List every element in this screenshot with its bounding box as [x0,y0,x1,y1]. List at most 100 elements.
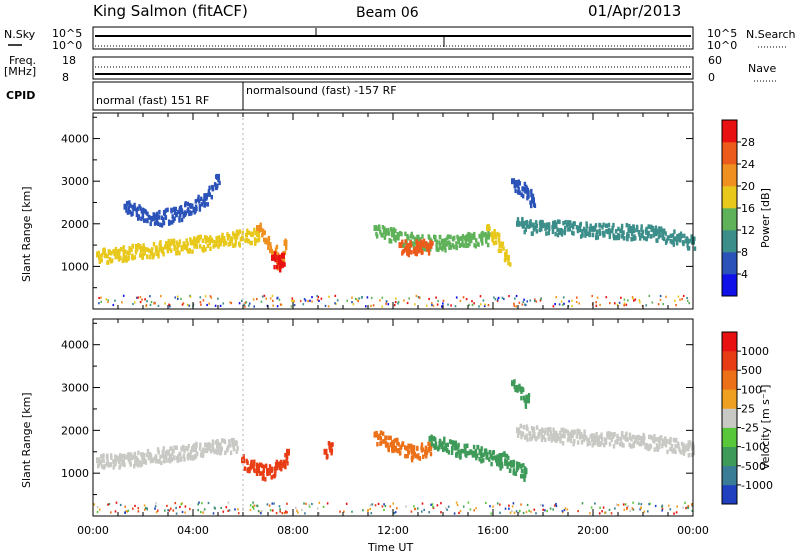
data-cell [585,221,588,226]
data-cell [196,451,199,456]
data-cell [604,437,607,443]
data-cell [189,455,192,461]
noise-cell [421,502,424,505]
data-cell [496,461,499,467]
data-cell [543,430,547,435]
data-cell [471,233,475,239]
data-cell [280,459,283,465]
data-cell [678,447,681,452]
noise-cell [357,300,359,303]
data-cell [388,238,391,243]
data-cell [146,247,150,253]
data-cell [218,242,221,247]
data-cell [208,238,211,243]
data-cell [404,231,407,237]
noise-cell [571,304,573,308]
data-cell [396,440,399,446]
noise-cell [638,502,640,505]
noise-cell [389,505,392,508]
data-cell [175,211,178,217]
data-cell [524,435,527,440]
cpid-segment-label: normal (fast) 151 RF [96,94,209,107]
data-cell [516,217,520,222]
data-cell [392,445,396,450]
data-cell [656,238,659,243]
data-cell [206,442,209,448]
noise-cell [308,504,310,507]
data-cell [198,199,201,204]
data-cell [496,231,499,237]
data-cell [404,239,407,244]
data-cell [530,203,533,209]
data-cell [628,432,632,437]
data-cell [418,248,422,253]
data-point [216,236,220,243]
data-cell [162,210,166,215]
noise-cell [566,508,569,511]
data-cell [538,227,541,233]
data-cell [480,459,483,464]
noise-cell [199,296,202,299]
data-point [486,233,490,240]
noise-cell [167,509,169,512]
noise-cell [522,300,525,303]
noise-cell [415,294,418,297]
data-cell [213,449,216,455]
data-cell [438,445,441,450]
data-point [398,242,403,249]
data-cell [626,437,629,442]
noise-cell [590,506,593,509]
noise-cell [423,508,425,511]
data-cell [378,433,381,438]
data-cell [381,233,384,238]
data-cell [672,242,675,247]
data-cell [205,448,209,454]
noise-cell [615,503,618,506]
data-cell [585,223,589,229]
data-cell [540,437,544,442]
data-cell [447,234,450,239]
noise-cell [440,502,442,505]
noise-cell [251,505,254,508]
data-cell [219,447,222,452]
noise-cell [248,302,251,305]
data-cell [530,436,534,441]
noise-cell [447,303,449,306]
data-cell [399,230,402,236]
noise-cell [141,298,143,301]
noise-cell [260,300,263,303]
noise-cell [256,504,259,508]
data-cell [427,247,431,253]
data-cell [501,241,505,246]
data-cell [264,477,267,482]
data-cell [653,447,656,452]
data-cell [429,451,433,457]
noise-cell [576,296,578,299]
data-cell [381,225,385,230]
noise-cell [640,507,642,510]
data-cell [517,186,520,192]
data-cell [278,465,282,470]
data-cell [230,236,233,241]
noise-cell [154,505,157,508]
data-point [266,238,270,245]
data-cell [282,258,286,263]
data-point [123,203,128,210]
data-cell [186,456,190,461]
noise-cell [511,505,514,508]
noise-cell [561,510,564,513]
noise-cell [519,509,521,512]
data-cell [433,445,436,450]
noise-cell [459,510,462,513]
data-cell [628,442,631,448]
data-cell [579,234,583,239]
noise-cell [441,305,443,308]
data-cell [640,224,643,229]
data-point [411,448,415,455]
data-cell [650,435,654,441]
data-cell [537,434,540,440]
data-cell [125,208,128,213]
data-cell [255,471,259,476]
data-cell [421,234,424,239]
data-cell [141,254,145,260]
